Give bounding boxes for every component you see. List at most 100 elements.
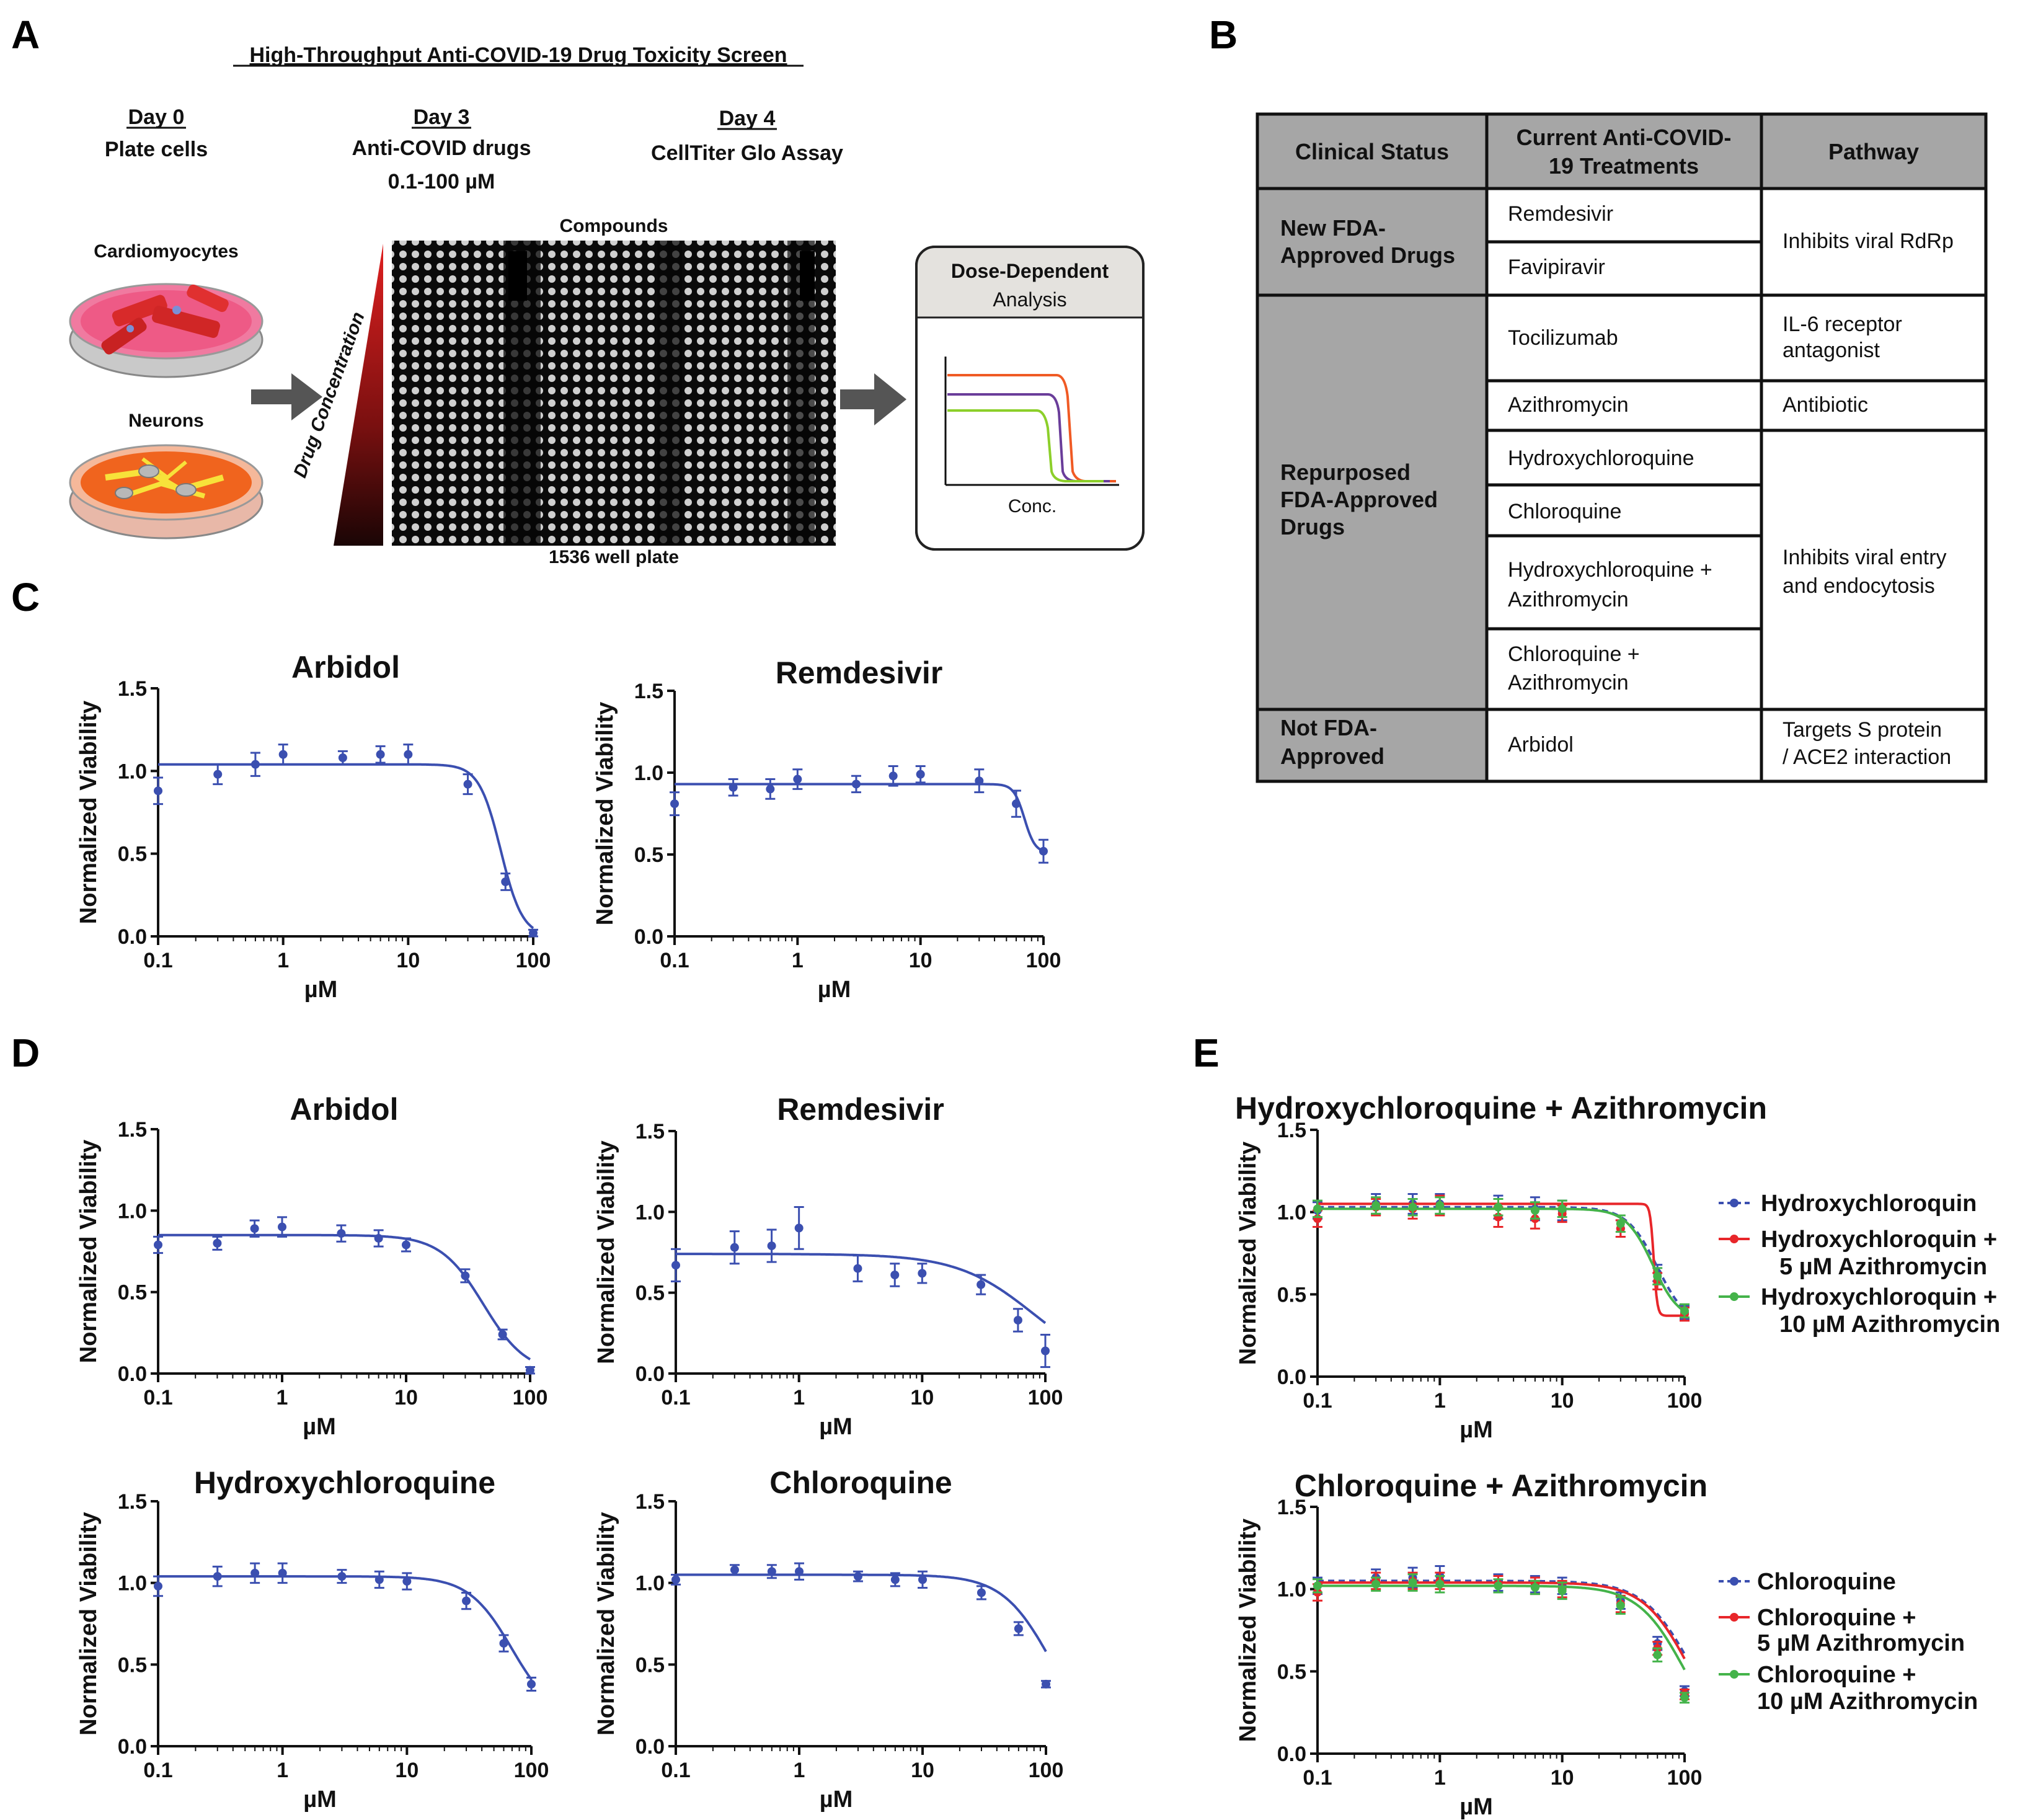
status-new-fda-1: New FDA- <box>1280 215 1386 241</box>
analysis-title-2: Analysis <box>993 288 1066 311</box>
legend-e2-series3a: Chloroquine + <box>1757 1662 1916 1688</box>
data-point <box>463 779 472 789</box>
data-point <box>1408 1202 1417 1212</box>
y-tick-label: 0.5 <box>1277 1660 1306 1684</box>
data-point <box>154 1240 162 1250</box>
data-point <box>1530 1583 1539 1592</box>
data-point <box>1616 1601 1625 1610</box>
chart-e-hcq-azithromycin: Hydroxychloroquine + Azithromycin 0.0 0.5 1… <box>1235 1091 1767 1443</box>
status-new-fda-2: Approved Drugs <box>1280 242 1455 268</box>
y-axis-label: Normalized Viability <box>593 1512 619 1735</box>
data-point <box>916 770 925 779</box>
x-tick-label: 10 <box>1551 1766 1574 1790</box>
x-axis-label: µM <box>303 1787 337 1813</box>
x-tick-label: 10 <box>394 1386 418 1409</box>
data-point <box>154 1581 162 1591</box>
data-point <box>213 1238 222 1248</box>
well-plate-image <box>392 241 836 546</box>
y-tick-label: 1.0 <box>1277 1578 1306 1602</box>
analysis-title-1: Dose-Dependent <box>951 260 1109 282</box>
status-not-fda-1: Not FDA- <box>1280 715 1377 740</box>
drug-cq-azi-1: Chloroquine + <box>1508 642 1640 666</box>
y-tick-label: 0.5 <box>118 1653 147 1677</box>
panel-b-table: Clinical Status Current Anti-COVID- 19 T… <box>1256 112 1988 783</box>
data-point <box>278 1568 287 1578</box>
x-tick-label: 0.1 <box>1303 1766 1332 1790</box>
y-axis-label: Normalized Viability <box>592 702 618 925</box>
y-tick-label: 1.5 <box>636 1490 665 1514</box>
panel-label-a: A <box>11 12 40 57</box>
data-point <box>1530 1206 1539 1215</box>
fit-curve-1 <box>676 1573 1047 1653</box>
data-point <box>402 1240 410 1250</box>
data-point <box>404 750 413 759</box>
data-point <box>1041 1346 1050 1356</box>
data-point <box>278 1222 286 1232</box>
header-treatments-1: Current Anti-COVID- <box>1517 125 1732 150</box>
data-point <box>1371 1579 1381 1589</box>
y-tick-label: 0.5 <box>118 1281 147 1305</box>
panel-a-schematic: High-Throughput Anti-COVID-19 Drug Toxic… <box>69 43 1145 567</box>
y-tick-label: 1.5 <box>634 680 663 703</box>
data-point <box>278 750 288 759</box>
x-tick-label: 0.1 <box>143 1386 172 1409</box>
x-tick-label: 100 <box>1667 1766 1703 1790</box>
cardiomyocyte-dish <box>69 283 264 378</box>
y-axis-label: Normalized Viability <box>76 701 102 924</box>
data-point <box>670 799 679 809</box>
x-tick-label: 100 <box>516 949 551 972</box>
data-point <box>1408 1578 1417 1587</box>
y-axis-label: Normalized Viability <box>593 1140 619 1364</box>
data-point <box>250 1224 259 1233</box>
header-bg <box>1487 114 1761 189</box>
y-tick-label: 1.5 <box>118 1118 147 1142</box>
data-point <box>851 779 861 789</box>
y-tick-label: 0.0 <box>636 1735 665 1759</box>
analysis-x-label: Conc. <box>1008 496 1056 517</box>
pathway-il6-2: antagonist <box>1783 339 1880 362</box>
x-tick-label: 0.1 <box>661 1759 690 1782</box>
day3-desc: Anti-COVID drugs <box>352 136 531 160</box>
y-tick-label: 1.0 <box>636 1572 665 1596</box>
plate-label: 1536 well plate <box>549 547 679 567</box>
data-point <box>1039 846 1048 856</box>
legend-marker-green <box>1730 1670 1738 1679</box>
status-repurposed-1: Repurposed <box>1280 459 1411 485</box>
legend-marker-blue <box>1730 1199 1738 1207</box>
y-axis-label: Normalized Viability <box>1235 1142 1261 1365</box>
x-tick-label: 10 <box>911 1759 934 1782</box>
x-axis-label: µM <box>1459 1417 1493 1443</box>
y-tick-label: 1.0 <box>636 1201 665 1224</box>
drug-hcq-azi-1: Hydroxychloroquine + <box>1508 558 1712 582</box>
x-tick-label: 0.1 <box>143 1759 172 1782</box>
y-tick-label: 1.0 <box>118 1199 147 1223</box>
fit-curve-1 <box>675 783 1044 853</box>
y-tick-label: 1.0 <box>1277 1201 1306 1225</box>
x-tick-label: 1 <box>1434 1766 1446 1790</box>
legend-e1: Hydroxychloroquin Hydroxychloroquin + 5 … <box>1719 1191 2000 1338</box>
y-tick-label: 0.0 <box>118 1362 147 1386</box>
data-point <box>374 1575 384 1584</box>
x-tick-label: 0.1 <box>1303 1389 1332 1413</box>
x-tick-label: 100 <box>513 1386 548 1409</box>
data-point <box>766 784 775 794</box>
legend-e1-series3b: 10 µM Azithromycin <box>1779 1312 2000 1338</box>
pathway-entry-2: and endocytosis <box>1783 574 1935 598</box>
data-point <box>1653 1272 1662 1281</box>
legend-e2-series2b: 5 µM Azithromycin <box>1757 1630 1965 1656</box>
y-tick-label: 1.0 <box>118 1572 147 1596</box>
data-point <box>1494 1202 1503 1212</box>
drug-azithromycin: Azithromycin <box>1508 393 1629 417</box>
y-tick-label: 0.5 <box>634 843 663 867</box>
y-tick-label: 0.5 <box>636 1282 665 1305</box>
y-tick-label: 0.0 <box>118 1735 147 1759</box>
y-tick-label: 0.0 <box>1277 1365 1306 1389</box>
pathway-spike-2: / ACE2 interaction <box>1783 745 1951 769</box>
y-tick-label: 1.5 <box>118 677 147 701</box>
chart-d-arbidol: Arbidol 0.0 0.5 1.0 1.5 0.1 1 10 100 µM Normalized… <box>76 1092 547 1440</box>
drug-favipiravir: Favipiravir <box>1508 255 1605 279</box>
data-point <box>337 1572 347 1581</box>
header-bg <box>1761 114 1986 189</box>
chart-title: Arbidol <box>290 1092 399 1127</box>
data-point <box>1653 1650 1662 1659</box>
